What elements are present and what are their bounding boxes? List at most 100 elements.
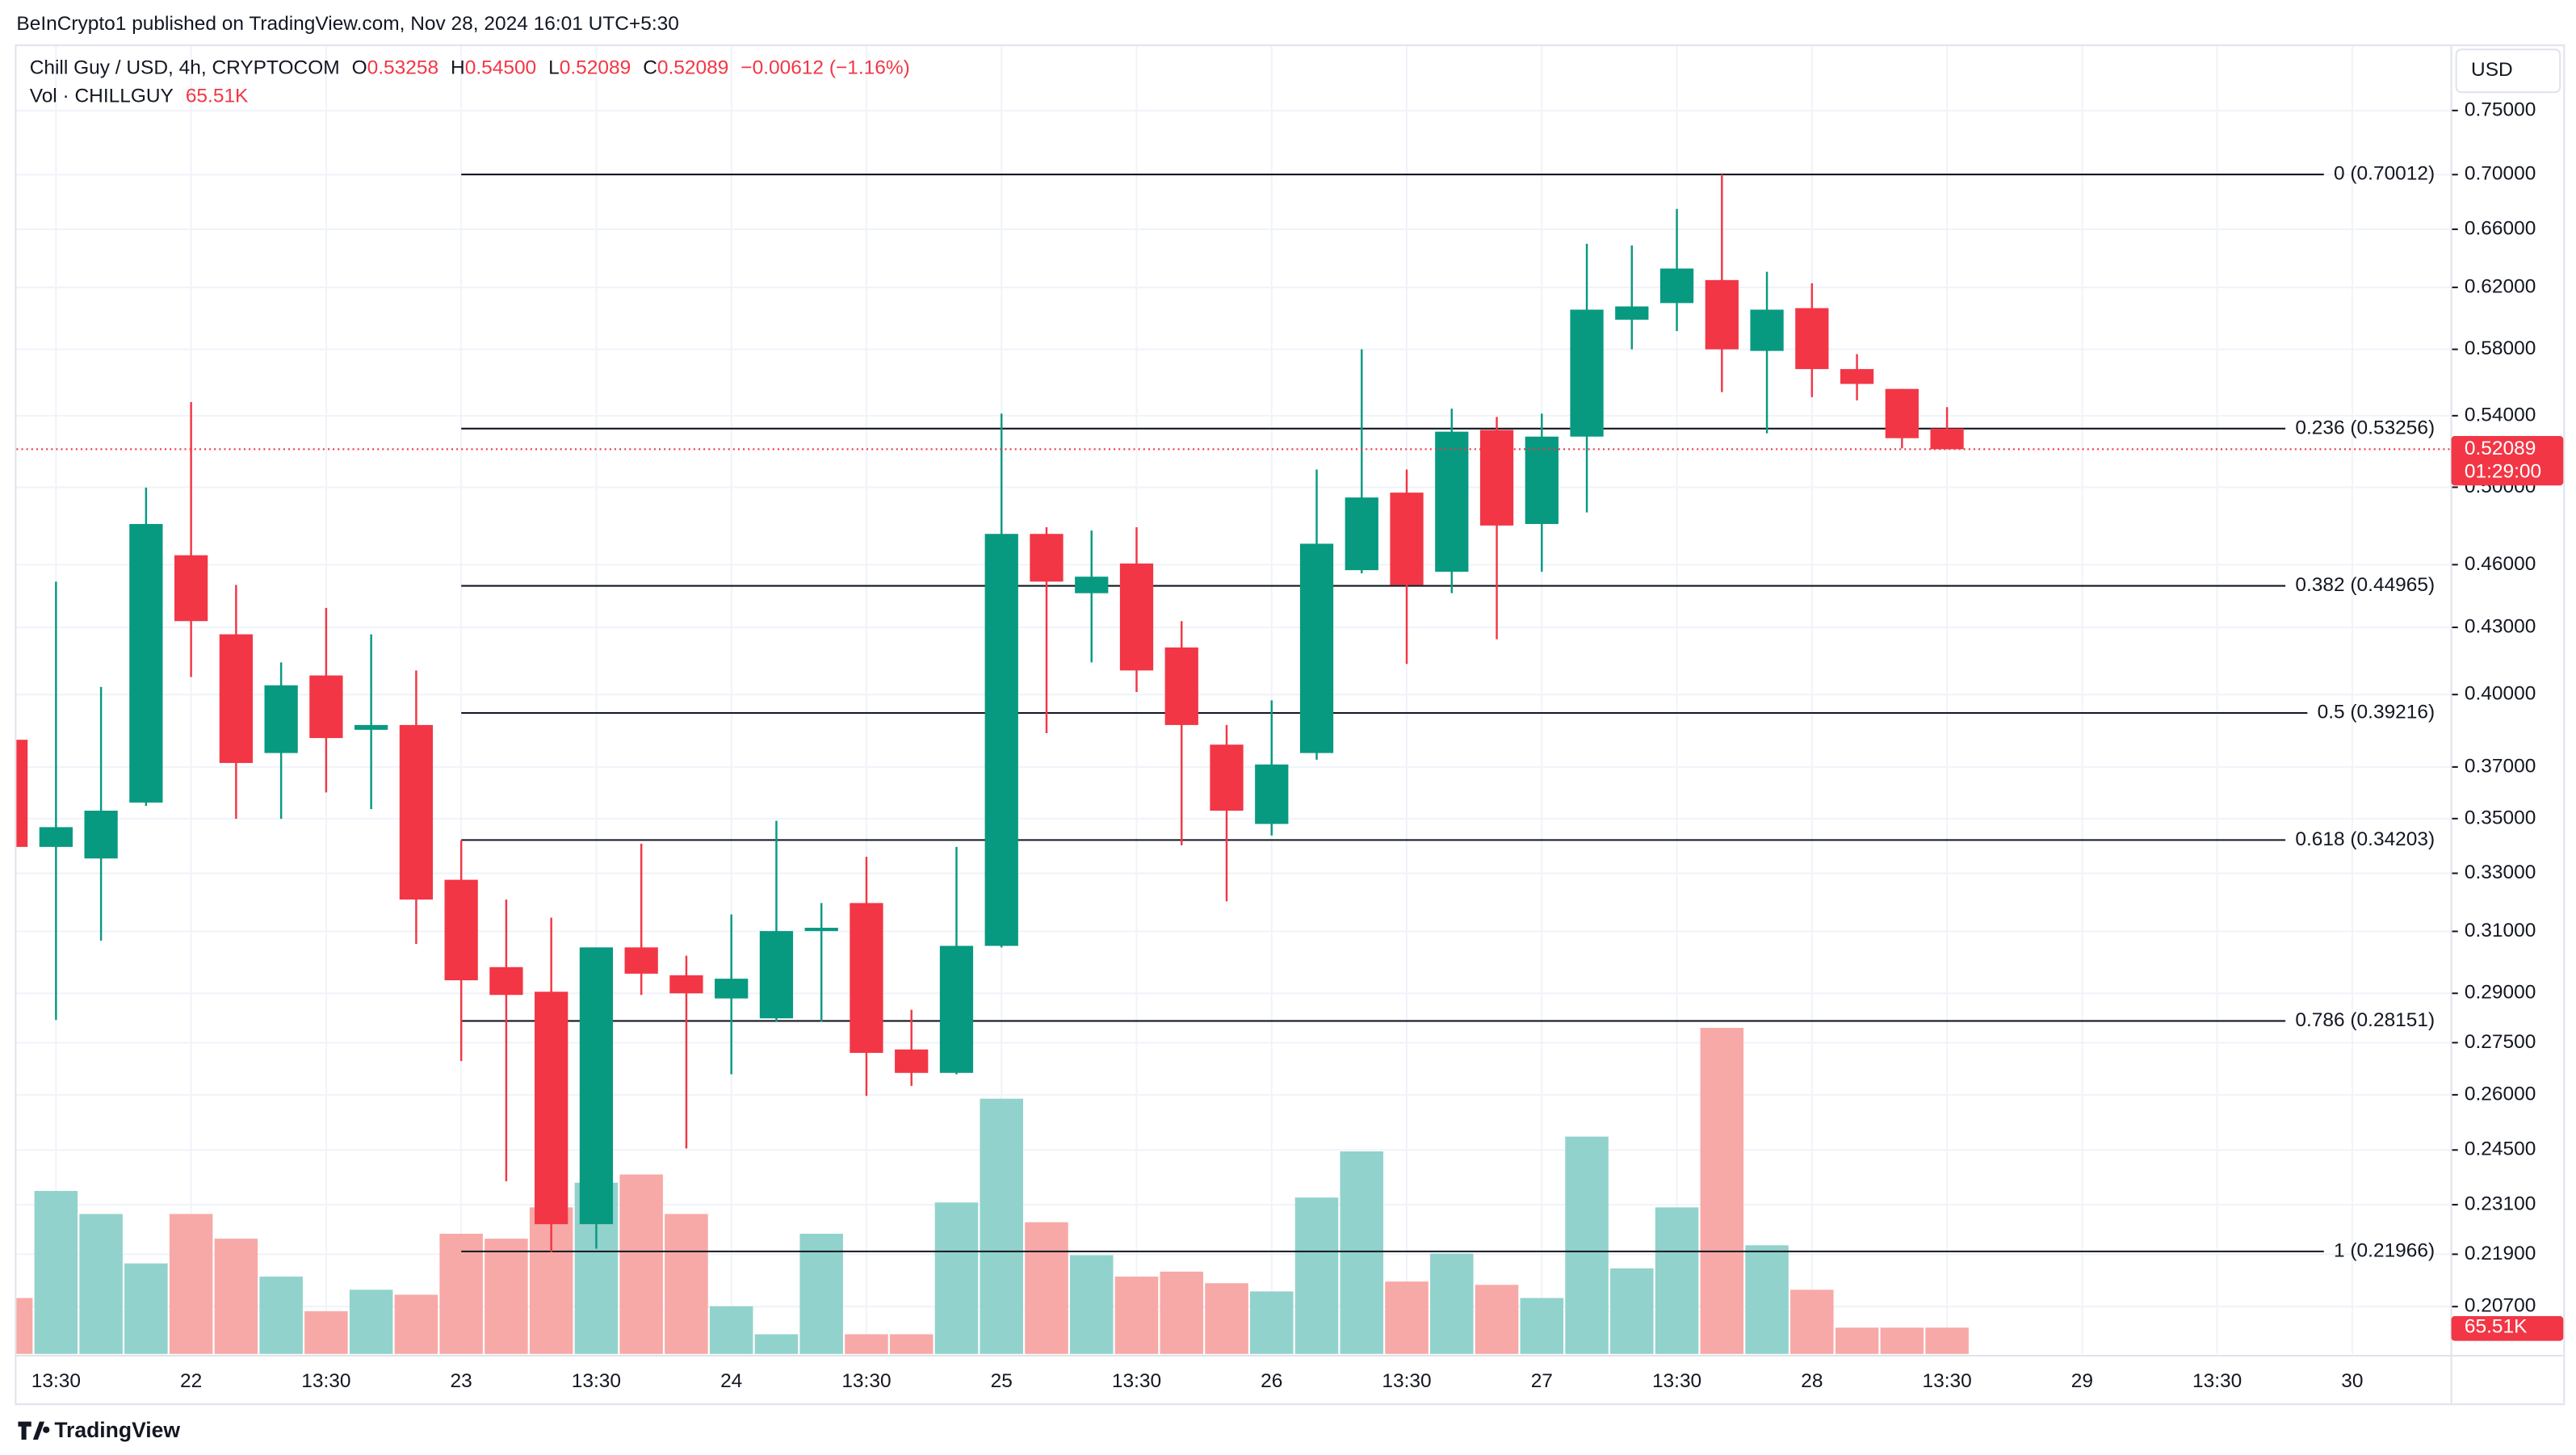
candle-body <box>1570 309 1604 437</box>
x-tick-label: 25 <box>991 1370 1013 1392</box>
y-tick-label: 0.66000 <box>2465 217 2536 239</box>
x-tick-label: 13:30 <box>1922 1370 1971 1392</box>
volume-bar <box>1925 1327 1969 1354</box>
volume-bar <box>709 1306 753 1354</box>
volume-bar <box>1430 1253 1474 1354</box>
ohlc-value: 0.53258 <box>367 57 438 79</box>
y-tick-label: 0.21900 <box>2465 1243 2536 1264</box>
volume-bar <box>349 1289 393 1354</box>
x-tick-label: 26 <box>1261 1370 1282 1392</box>
y-tick-label: 0.29000 <box>2465 982 2536 1004</box>
candle-body <box>939 946 974 1073</box>
candle-body <box>1840 369 1874 384</box>
ohlc-value: 0.52089 <box>560 57 631 79</box>
volume-bar <box>1205 1283 1248 1354</box>
volume-bar <box>1340 1151 1384 1354</box>
candle-body <box>1705 279 1739 350</box>
volume-bar <box>1655 1207 1699 1354</box>
fib-label: 0.786 (0.28151) <box>2295 1009 2435 1031</box>
candle-body <box>399 724 434 900</box>
candle-body <box>1659 268 1694 304</box>
candle-body <box>1795 308 1829 370</box>
symbol-legend: Chill Guy / USD, 4h, CRYPTOCOM O0.53258 … <box>30 57 910 79</box>
volume-bar <box>304 1310 348 1354</box>
x-tick-label: 13:30 <box>1382 1370 1431 1392</box>
candle-body <box>1885 388 1919 438</box>
published-note: BeInCrypto1 published on TradingView.com… <box>16 13 678 35</box>
candle-body <box>1750 309 1784 351</box>
candle-body <box>219 634 254 763</box>
x-tick-label: 22 <box>180 1370 202 1392</box>
candle-body <box>1615 306 1649 320</box>
currency[interactable]: USD <box>2471 59 2513 81</box>
volume-bar <box>1475 1285 1519 1354</box>
candle-body <box>84 811 118 859</box>
volume-bar <box>799 1233 843 1354</box>
symbol: Chill Guy / USD, 4h, CRYPTOCOM <box>30 57 340 79</box>
axes: 13:30 22 13:30 23 13:30 24 13:30 25 13:30 26 13:30… <box>31 99 2536 1392</box>
brand-logo <box>18 1421 50 1440</box>
brand: TradingView <box>54 1418 180 1442</box>
fib-label: 0.382 (0.44965) <box>2295 574 2435 596</box>
candle-body <box>1075 577 1109 593</box>
volume-bar <box>259 1277 303 1354</box>
volume-bar <box>169 1214 213 1354</box>
fib-retracement: 0 (0.70012) 0.236 (0.53256) 0.382 (0.44965… <box>461 163 2435 1261</box>
candle-body <box>355 724 388 730</box>
y-tick-label: 0.37000 <box>2465 755 2536 777</box>
x-tick-label: 13:30 <box>31 1370 81 1392</box>
candle-body <box>1299 543 1334 753</box>
y-tick-label: 0.46000 <box>2465 553 2536 575</box>
candle-body <box>804 928 838 932</box>
ohlc-value: 0.52089 <box>657 57 728 79</box>
y-tick-label: 0.26000 <box>2465 1083 2536 1105</box>
candle-body <box>579 947 614 1225</box>
y-tick-label: 0.62000 <box>2465 275 2536 297</box>
candle-body <box>39 827 73 847</box>
volume-bar <box>1385 1281 1429 1354</box>
candle-body <box>1390 493 1424 585</box>
candle-body <box>1164 647 1198 725</box>
volume-bar <box>754 1334 799 1354</box>
candle-body <box>1030 534 1064 582</box>
volume-bar <box>1610 1268 1654 1354</box>
volume-bar <box>485 1239 528 1354</box>
volume-bar <box>1745 1245 1789 1354</box>
candle-body <box>1930 428 1964 450</box>
x-tick-label: 13:30 <box>1112 1370 1161 1392</box>
chart-frame <box>15 44 2566 1406</box>
volume-bar <box>665 1214 708 1354</box>
candle-body <box>1119 563 1154 671</box>
candle-body <box>444 879 478 981</box>
last-price-label: 0.52089 <box>2465 438 2536 459</box>
volume-bar <box>1790 1289 1834 1354</box>
volume-legend: Vol · CHILLGUY 65.51K <box>30 86 249 107</box>
volume-bar <box>934 1202 979 1354</box>
candle-body <box>264 685 298 753</box>
candle-body <box>489 967 523 996</box>
volume-name: Vol · CHILLGUY <box>30 86 174 107</box>
y-tick-label: 0.58000 <box>2465 338 2536 359</box>
candle-body <box>624 947 658 974</box>
y-tick-label: 0.31000 <box>2465 920 2536 941</box>
fib-label: 0.236 (0.53256) <box>2295 417 2435 438</box>
ohlc-value: 0.54500 <box>465 57 536 79</box>
x-tick-label: 13:30 <box>2192 1370 2242 1392</box>
ohlc-label: C <box>643 57 657 79</box>
y-tick-label: 0.24500 <box>2465 1138 2536 1160</box>
volume-bar <box>1025 1222 1068 1354</box>
candle-body <box>16 740 28 847</box>
x-tick-label: 23 <box>451 1370 472 1392</box>
volume-bar <box>394 1294 438 1354</box>
volume-bar <box>1835 1327 1879 1354</box>
volume-tag-label: 65.51K <box>2465 1316 2528 1338</box>
volume-bar <box>79 1214 123 1354</box>
currency-button[interactable] <box>2455 48 2561 94</box>
candle-body <box>1435 431 1469 572</box>
ohlc-label: L <box>548 57 560 79</box>
candle-body <box>1345 497 1378 571</box>
y-tick-label: 0.33000 <box>2465 862 2536 883</box>
x-tick-label: 27 <box>1531 1370 1553 1392</box>
